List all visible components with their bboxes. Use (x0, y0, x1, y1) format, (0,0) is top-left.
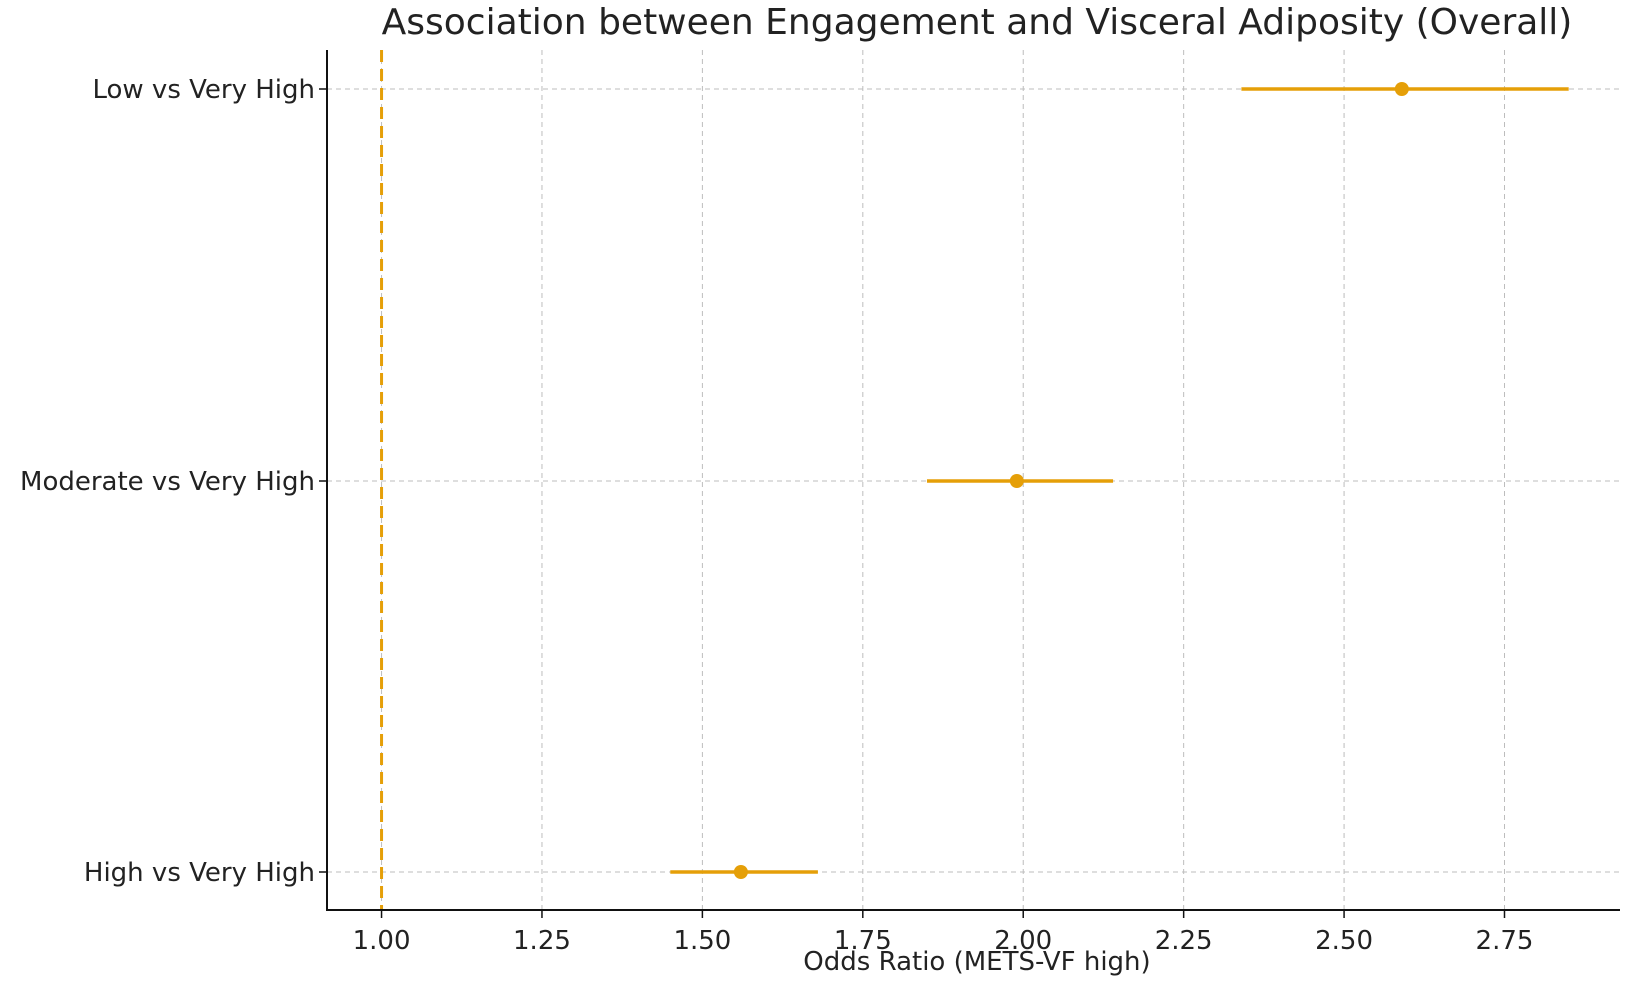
x-tick-label: 1.00 (353, 926, 411, 956)
data-series (670, 82, 1569, 879)
point-estimate (1394, 82, 1409, 96)
x-tick-label: 2.00 (994, 926, 1052, 956)
point-estimate (1009, 474, 1024, 488)
y-tick-label: Moderate vs Very High (20, 467, 315, 497)
y-tick-label: High vs Very High (84, 858, 315, 888)
chart-title: Association between Engagement and Visce… (382, 2, 1573, 43)
y-tick-label: Low vs Very High (92, 75, 315, 105)
y-axis-ticks: Low vs Very High Moderate vs Very High Hig… (20, 75, 327, 888)
x-tick-label: 2.75 (1476, 926, 1534, 956)
x-tick-label: 1.75 (834, 926, 892, 956)
x-tick-label: 1.50 (673, 926, 731, 956)
x-tick-label: 1.25 (513, 926, 571, 956)
x-axis-ticks: 1.00 1.25 1.50 1.75 2.00 2.25 2.50 2.75 (353, 910, 1534, 956)
x-tick-label: 2.25 (1155, 926, 1213, 956)
point-estimate (733, 865, 748, 879)
x-tick-label: 2.50 (1315, 926, 1373, 956)
x-axis-label: Odds Ratio (METS-VF high) (803, 947, 1150, 977)
